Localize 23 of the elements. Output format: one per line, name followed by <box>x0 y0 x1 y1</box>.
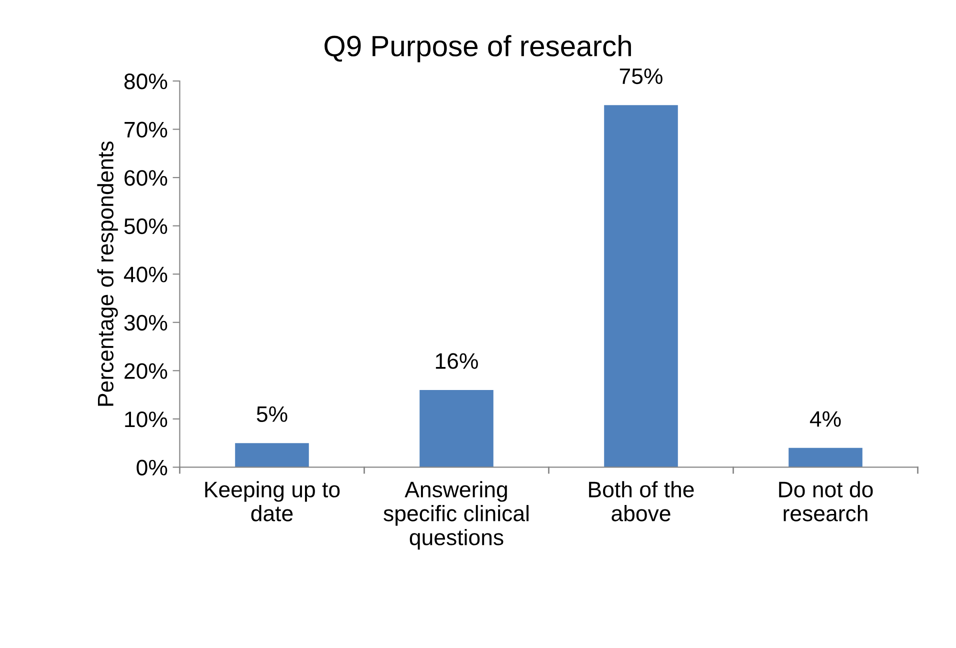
chart-title: Q9 Purpose of research <box>324 35 631 62</box>
y-tick-label: 80% <box>124 74 168 90</box>
data-label: 5% <box>256 406 288 422</box>
bar <box>235 443 309 468</box>
y-tick-label: 40% <box>124 266 168 282</box>
data-label: 16% <box>436 353 478 369</box>
bar <box>788 448 862 468</box>
y-tick-label: 10% <box>125 411 168 428</box>
y-tick-label: 50% <box>124 218 168 234</box>
y-tick-label: 30% <box>124 314 168 331</box>
x-tick-label: Do not do research <box>779 481 873 522</box>
bar <box>420 390 494 468</box>
bar <box>604 105 678 468</box>
y-tick-label: 20% <box>124 363 168 379</box>
y-tick-label: 60% <box>124 170 168 186</box>
y-tick-label: 70% <box>124 122 168 138</box>
data-label: 75% <box>620 68 662 84</box>
x-tick-label: Keeping up to date <box>205 481 340 522</box>
data-label: 4% <box>810 411 841 427</box>
x-tick-label: Answering specific clinical questions <box>384 481 528 550</box>
y-axis-title: Percentage of respondents <box>97 141 118 406</box>
x-tick-label: Both of the above <box>589 481 694 522</box>
y-tick-label: 0% <box>136 460 168 476</box>
